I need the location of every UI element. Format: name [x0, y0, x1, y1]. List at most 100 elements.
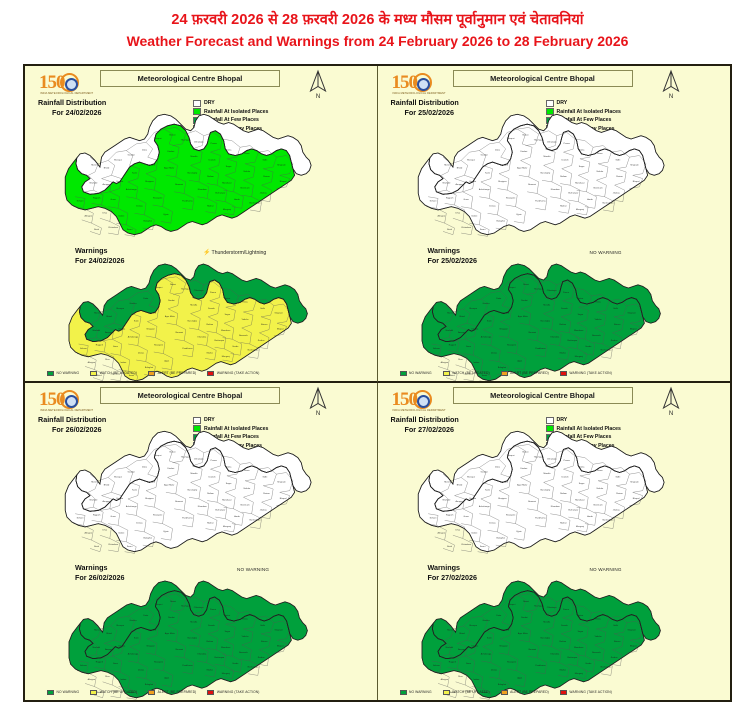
- svg-text:Narmadapu: Narmadapu: [602, 201, 614, 204]
- svg-text:Chhatarpu: Chhatarpu: [194, 289, 205, 292]
- svg-text:Jhabua: Jhabua: [260, 509, 268, 511]
- svg-text:Narsinghp: Narsinghp: [540, 637, 550, 640]
- north-arrow-icon: N: [307, 69, 329, 99]
- svg-text:Datia: Datia: [143, 297, 149, 300]
- warnings-heading: Warnings: [75, 246, 108, 255]
- svg-text:Agar Malw: Agar Malw: [517, 484, 528, 487]
- svg-text:Balaghat: Balaghat: [496, 537, 505, 540]
- svg-text:Chhindwar: Chhindwar: [110, 689, 120, 692]
- rainfall-legend-swatch: [545, 108, 554, 115]
- svg-text:Narmadapu: Narmadapu: [249, 201, 261, 204]
- svg-text:Jhabua: Jhabua: [258, 340, 266, 342]
- svg-text:Rajgarh: Rajgarh: [96, 344, 104, 347]
- svg-text:Vidisha: Vidisha: [594, 319, 602, 321]
- svg-text:Ratlam: Ratlam: [559, 323, 566, 326]
- svg-text:Harda: Harda: [234, 515, 241, 518]
- warnings-map: Morena Bhind Sheopur Gwalior Datia Shivpuri Ni…: [39, 256, 339, 381]
- svg-text:Tikamgarh: Tikamgarh: [181, 139, 192, 142]
- svg-text:Barwani: Barwani: [176, 648, 184, 651]
- svg-text:Betul: Betul: [447, 545, 452, 548]
- svg-text:Maihar: Maihar: [207, 352, 214, 355]
- svg-text:Khargone: Khargone: [506, 513, 516, 516]
- svg-text:Panna: Panna: [562, 292, 569, 294]
- svg-text:Ashoknaga: Ashoknaga: [480, 653, 491, 656]
- svg-text:Katni: Katni: [132, 489, 137, 492]
- svg-text:Rajgarh: Rajgarh: [445, 513, 453, 516]
- svg-text:Sagar: Sagar: [578, 482, 584, 485]
- warnings-map: Morena Bhind Sheopur Gwalior Datia Shivpuri Ni…: [39, 573, 339, 700]
- warning-legend-swatch: [442, 370, 450, 376]
- logo-number: 150: [39, 72, 65, 93]
- svg-text:Sehore: Sehore: [80, 347, 88, 350]
- svg-text:Guna: Guna: [463, 516, 469, 518]
- svg-text:Khandwa: Khandwa: [550, 506, 560, 508]
- svg-text:Guna: Guna: [463, 199, 469, 201]
- svg-text:Panna: Panna: [211, 143, 218, 145]
- svg-text:Agar Malw: Agar Malw: [164, 484, 175, 487]
- svg-text:Indore: Indore: [120, 361, 127, 364]
- svg-text:Sehore: Sehore: [433, 347, 441, 350]
- svg-text:Raisen: Raisen: [613, 324, 620, 326]
- centre-name-label: Meteorological Centre Bhopal: [137, 74, 243, 83]
- warning-legend-item: NO WARNING: [399, 370, 432, 376]
- svg-text:Mauganj: Mauganj: [574, 673, 583, 675]
- svg-text:Dewas: Dewas: [490, 353, 496, 355]
- svg-text:Chhindwar: Chhindwar: [108, 543, 118, 546]
- svg-text:Sidhi: Sidhi: [613, 625, 618, 627]
- svg-text:Sheopur: Sheopur: [114, 158, 122, 161]
- svg-text:Morena: Morena: [444, 480, 452, 483]
- warning-legend-item: WATCH (BE UPDATED): [90, 370, 137, 376]
- svg-text:Sheopur: Sheopur: [114, 475, 122, 478]
- svg-text:Datia: Datia: [143, 614, 149, 617]
- warning-legend-swatch: [148, 689, 156, 695]
- svg-text:Seoni: Seoni: [127, 229, 133, 231]
- svg-text:Damoh: Damoh: [209, 159, 217, 161]
- svg-text:Mandsaur: Mandsaur: [221, 646, 231, 649]
- svg-text:Agar Malw: Agar Malw: [517, 167, 528, 170]
- svg-text:Guna: Guna: [465, 346, 471, 348]
- svg-text:Khandwa: Khandwa: [550, 654, 560, 656]
- warning-annotation: ⚡Thunderstorm/Lightning: [203, 249, 266, 256]
- rainfall-section-label: Rainfall Distribution For 25/02/2026: [391, 98, 459, 118]
- svg-text:Tikamgarh: Tikamgarh: [181, 456, 192, 459]
- svg-text:Damoh: Damoh: [208, 308, 216, 310]
- svg-text:Bhopal: Bhopal: [629, 329, 636, 331]
- rainfall-legend-swatch: [545, 99, 554, 107]
- svg-text:Bhopal: Bhopal: [277, 646, 284, 648]
- svg-text:Bhopal: Bhopal: [280, 498, 287, 500]
- rainfall-legend-label: Rainfall At Isolated Places: [556, 108, 621, 115]
- warning-legend-swatch: [500, 689, 508, 695]
- svg-text:Shajapur: Shajapur: [146, 328, 155, 331]
- svg-text:Mauganj: Mauganj: [222, 673, 231, 675]
- svg-text:Dindori: Dindori: [520, 467, 527, 470]
- rainfall-legend-swatch: [545, 425, 554, 432]
- rainfall-date: For 25/02/2026: [404, 108, 455, 117]
- svg-text:Narmadapu: Narmadapu: [249, 518, 261, 521]
- svg-text:Bhind: Bhind: [104, 485, 110, 487]
- svg-text:Anuppur: Anuppur: [458, 331, 466, 334]
- warnings-heading: Warnings: [427, 563, 460, 572]
- svg-text:Niwari: Niwari: [170, 451, 176, 454]
- warning-legend-label: ALERT (BE PREPARED): [510, 690, 549, 695]
- svg-text:Mandsaur: Mandsaur: [222, 499, 232, 502]
- svg-text:Pandhurna: Pandhurna: [535, 664, 546, 667]
- warning-legend-swatch: [559, 689, 567, 695]
- svg-text:Satna: Satna: [226, 466, 232, 469]
- svg-text:Sagar: Sagar: [577, 630, 583, 633]
- svg-text:Shajapur: Shajapur: [498, 497, 507, 500]
- svg-text:Sehore: Sehore: [77, 517, 85, 520]
- svg-text:Betul: Betul: [450, 691, 455, 694]
- warnings-date: For 26/02/2026: [75, 573, 125, 582]
- svg-text:Dewas: Dewas: [489, 523, 496, 525]
- forecast-panel-grid: 150 INDIA METEOROLOGICAL DEPARTMENT Mete…: [23, 64, 732, 702]
- svg-text:Pandhurna: Pandhurna: [182, 347, 193, 350]
- warning-legend-item: ALERT (BE PREPARED): [500, 370, 549, 376]
- imd-150-logo-icon: 150 INDIA METEOROLOGICAL DEPARTMENT: [392, 388, 446, 414]
- svg-text:Mandla: Mandla: [543, 622, 551, 624]
- svg-text:Shajapur: Shajapur: [498, 180, 507, 183]
- svg-text:Agar Malw: Agar Malw: [517, 632, 527, 635]
- svg-text:Agar Malw: Agar Malw: [164, 167, 175, 170]
- svg-text:Harda: Harda: [586, 198, 593, 201]
- svg-text:Betul: Betul: [450, 374, 455, 377]
